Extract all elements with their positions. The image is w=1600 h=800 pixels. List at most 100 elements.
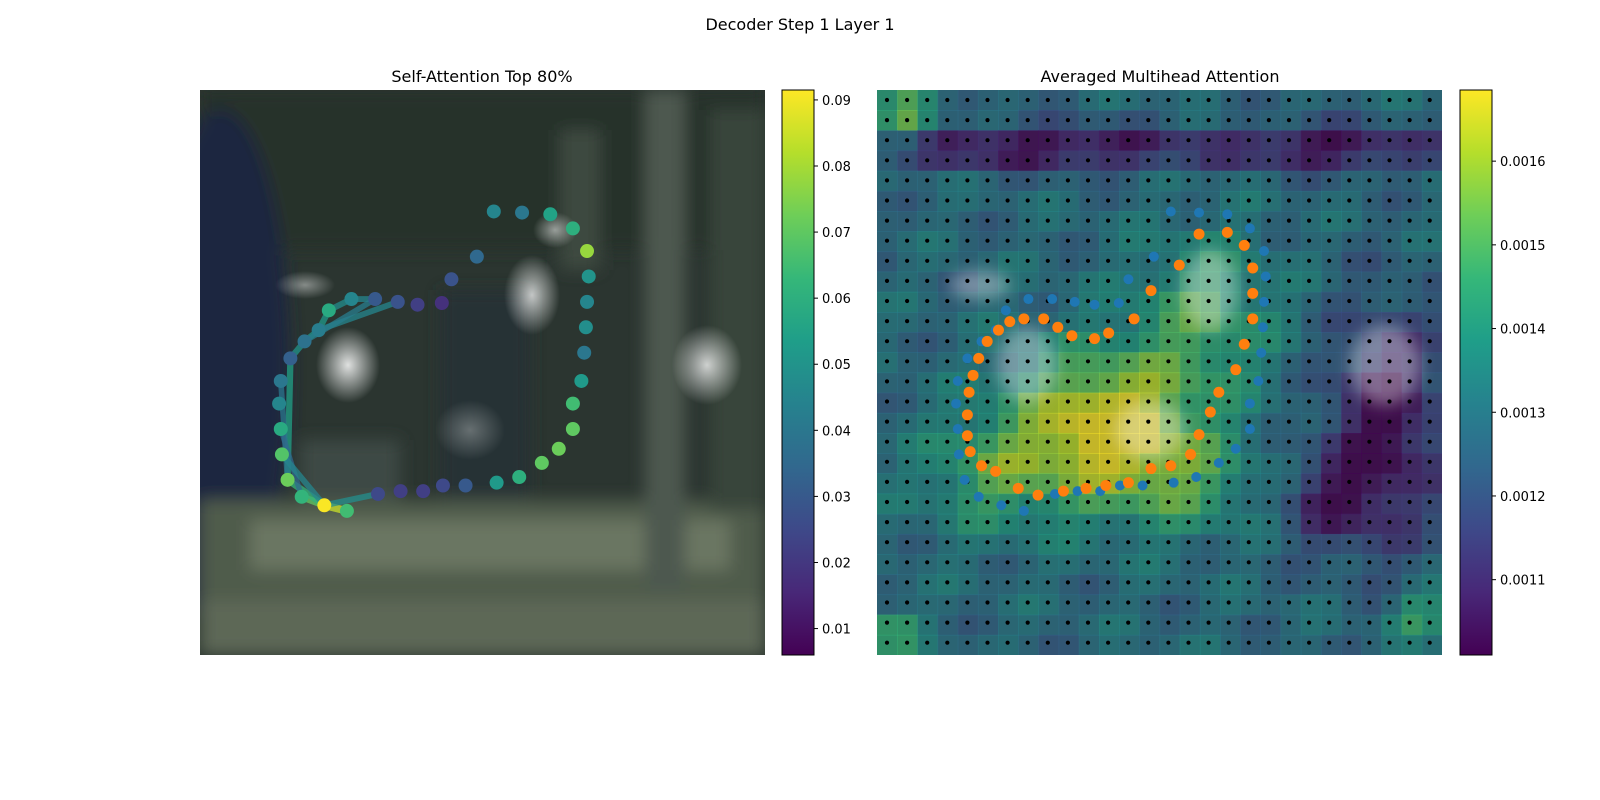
colorbar-tick-label: 0.08 xyxy=(822,160,851,175)
attention-node xyxy=(512,470,527,485)
blue-point xyxy=(1244,398,1255,409)
colorbar-tick-label: 0.06 xyxy=(822,292,851,307)
orange-point xyxy=(1012,482,1024,494)
attention-node xyxy=(578,320,593,335)
attention-edge xyxy=(321,490,381,509)
attention-node xyxy=(317,498,332,513)
attention-node xyxy=(435,478,450,493)
blue-point xyxy=(1244,223,1255,234)
blue-point xyxy=(1114,480,1125,491)
blue-point xyxy=(1213,457,1224,468)
colorbar-tick-label: 0.0012 xyxy=(1500,490,1546,505)
attention-node xyxy=(272,396,287,411)
blue-point xyxy=(1049,488,1060,499)
orange-point xyxy=(1066,330,1078,342)
colorbar-tick-label: 0.02 xyxy=(822,556,851,571)
blue-point xyxy=(962,353,973,364)
attention-node xyxy=(580,294,595,309)
blue-point xyxy=(1257,322,1268,333)
attention-node xyxy=(368,292,383,307)
attention-node xyxy=(565,422,580,436)
orange-point xyxy=(1173,259,1185,271)
orange-point xyxy=(1247,287,1259,299)
orange-point xyxy=(1052,321,1064,333)
blue-point xyxy=(973,491,984,502)
blue-point xyxy=(1259,246,1270,257)
attention-node xyxy=(434,296,449,311)
colorbar-tick-label: 0.0016 xyxy=(1500,155,1546,170)
attention-node xyxy=(274,447,289,462)
orange-point xyxy=(1247,262,1259,274)
orange-point xyxy=(1185,448,1197,460)
orange-point xyxy=(1057,485,1069,497)
orange-point xyxy=(1247,313,1259,325)
blue-point xyxy=(1123,274,1134,285)
orange-points xyxy=(961,226,1259,501)
colorbar-tick-label: 0.05 xyxy=(822,358,851,373)
orange-point xyxy=(1145,285,1157,297)
blue-point xyxy=(1113,298,1124,309)
left-background-photo xyxy=(200,90,765,655)
attention-node xyxy=(489,475,504,490)
blue-point xyxy=(953,449,964,460)
right-panel-title: Averaged Multihead Attention xyxy=(1041,67,1280,86)
orange-point xyxy=(981,335,993,347)
blue-point xyxy=(1194,207,1205,218)
blue-point xyxy=(996,500,1007,511)
orange-point xyxy=(973,352,985,364)
orange-point xyxy=(961,430,973,442)
attention-node xyxy=(581,269,596,284)
attention-node xyxy=(280,472,295,487)
colorbar-tick-label: 0.0013 xyxy=(1500,406,1546,421)
orange-point xyxy=(1080,482,1092,494)
right-colorbar: 0.0011 0.0012 0.0013 0.0014 0.0015 0.0016 xyxy=(1459,89,1546,656)
orange-point xyxy=(1213,386,1225,398)
attention-node xyxy=(534,455,549,470)
blue-point xyxy=(1018,505,1029,516)
attention-node xyxy=(294,489,309,504)
orange-point xyxy=(1193,228,1205,240)
blue-points xyxy=(951,206,1271,516)
attention-node xyxy=(393,484,408,499)
attention-nodes xyxy=(272,204,596,518)
colorbar-tick-label: 0.0014 xyxy=(1500,323,1546,338)
blue-point xyxy=(1222,209,1233,220)
attention-node xyxy=(273,422,288,436)
attention-node xyxy=(339,503,354,518)
blue-point xyxy=(1256,347,1267,358)
blue-point xyxy=(1253,375,1264,386)
orange-point xyxy=(1145,463,1157,475)
blue-point xyxy=(1089,299,1100,310)
blue-point xyxy=(959,474,970,485)
blue-point xyxy=(952,424,963,434)
colorbar-tick-label: 0.0011 xyxy=(1500,574,1546,589)
blue-point xyxy=(1191,472,1202,483)
left-colorbar: 0.01 0.02 0.03 0.04 0.05 0.06 0.07 0.08 0.09 xyxy=(781,89,851,656)
attention-node xyxy=(390,294,405,309)
orange-point xyxy=(992,324,1004,336)
orange-point xyxy=(1018,313,1030,325)
orange-point xyxy=(1238,338,1250,350)
blue-point xyxy=(1165,206,1176,217)
blue-point xyxy=(1230,443,1241,454)
attention-node xyxy=(577,345,592,360)
colorbar-tick-label: 0.04 xyxy=(822,424,851,439)
attention-node xyxy=(551,441,566,456)
attention-node xyxy=(515,205,530,220)
orange-point xyxy=(990,465,1002,477)
blue-point xyxy=(1168,477,1179,488)
attention-node xyxy=(565,396,580,411)
attention-node xyxy=(469,249,484,264)
orange-point xyxy=(1089,333,1101,345)
orange-point xyxy=(1032,489,1044,501)
right-heatmap xyxy=(877,90,1442,655)
blue-point xyxy=(1023,294,1034,305)
left-panel-title: Self-Attention Top 80% xyxy=(391,67,572,86)
orange-point xyxy=(1238,239,1250,251)
attention-edge xyxy=(279,451,328,509)
orange-point xyxy=(1103,327,1115,339)
colorbar-tick-label: 0.07 xyxy=(822,226,851,241)
attention-node xyxy=(311,323,326,338)
attention-node xyxy=(370,486,385,501)
